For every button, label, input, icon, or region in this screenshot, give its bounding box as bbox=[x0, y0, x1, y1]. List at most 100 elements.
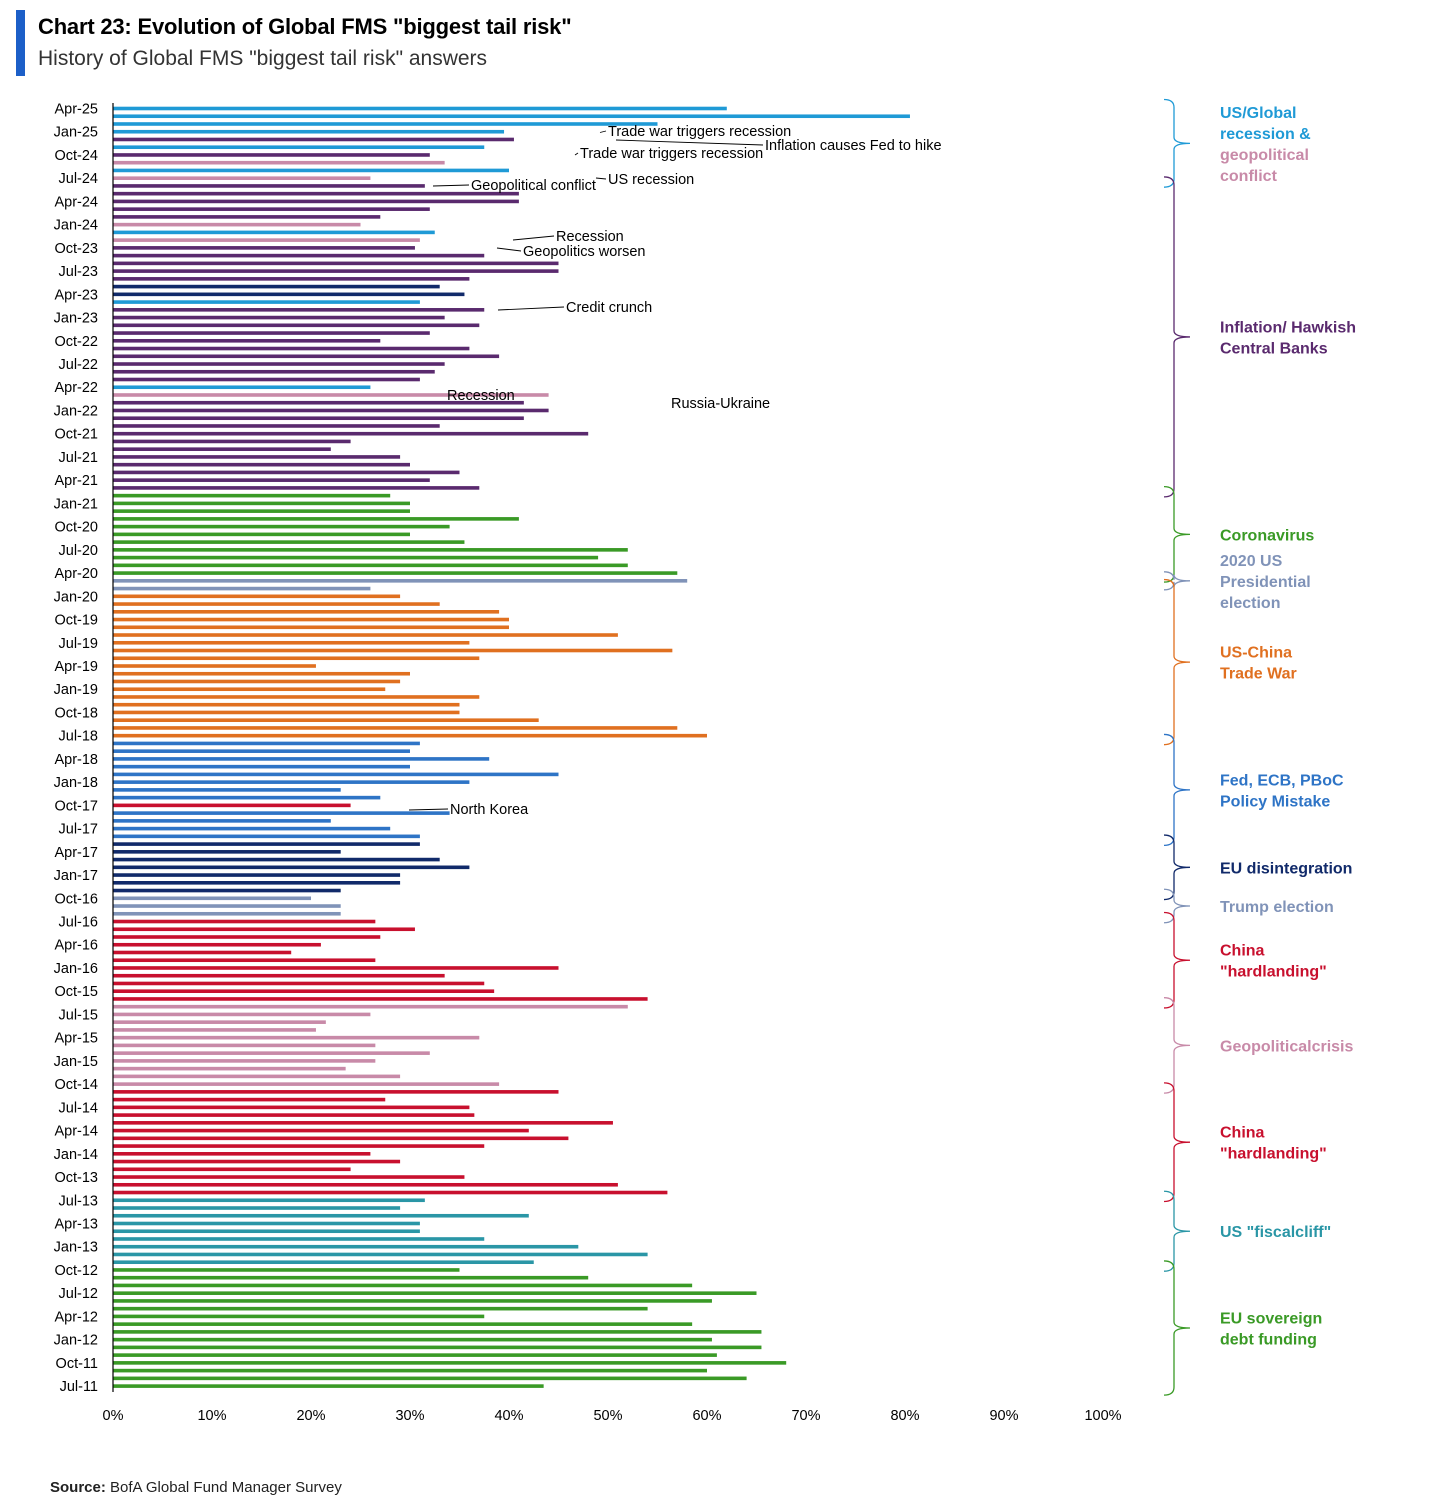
y-tick-label: Apr-14 bbox=[54, 1124, 98, 1140]
bar-jan-21 bbox=[113, 501, 410, 506]
bar-jan-16 bbox=[113, 966, 559, 970]
bar-jan-24 bbox=[113, 222, 361, 227]
bar-aug-23 bbox=[113, 261, 559, 266]
group-label: Central Banks bbox=[1220, 340, 1328, 357]
y-tick-label: Jul-21 bbox=[59, 450, 99, 466]
y-tick-label: Apr-12 bbox=[54, 1309, 98, 1325]
group-brace bbox=[1163, 997, 1191, 1094]
group-brace bbox=[1163, 176, 1191, 498]
y-tick-label: Oct-22 bbox=[54, 334, 98, 350]
y-tick-label: Oct-24 bbox=[54, 148, 98, 164]
bar-jul-17 bbox=[113, 826, 391, 831]
bar-mar-13 bbox=[113, 1229, 420, 1234]
bar-jan-20 bbox=[113, 594, 401, 599]
y-tick-label: Oct-21 bbox=[54, 427, 98, 443]
bar-sep-17 bbox=[113, 811, 450, 815]
group-brace bbox=[1163, 571, 1191, 591]
bar-jul-12 bbox=[113, 1291, 757, 1295]
group-brace bbox=[1163, 1082, 1191, 1203]
group-brace bbox=[1163, 911, 1191, 1009]
bar-apr-17 bbox=[113, 850, 341, 854]
y-tick-label: Jul-19 bbox=[59, 636, 99, 652]
group-label: Presidential bbox=[1220, 574, 1311, 591]
annotation-label: Geopolitical conflict bbox=[471, 178, 596, 194]
bar-nov-16 bbox=[113, 888, 341, 893]
bar-aug-18 bbox=[113, 726, 678, 730]
bar-aug-21 bbox=[113, 447, 331, 451]
bar-mar-12 bbox=[113, 1322, 693, 1326]
bar-oct-12 bbox=[113, 1268, 460, 1272]
group-label: Trump election bbox=[1220, 899, 1334, 916]
bar-dec-21 bbox=[113, 416, 524, 421]
bar-nov-18 bbox=[113, 702, 460, 707]
bar-jul-14 bbox=[113, 1105, 470, 1110]
bar-dec-14 bbox=[113, 1066, 346, 1071]
y-tick-label: Jan-17 bbox=[54, 868, 98, 884]
chart-title: Chart 23: Evolution of Global FMS "bigge… bbox=[38, 14, 572, 39]
bar-jul-23 bbox=[113, 269, 559, 273]
group-label: Inflation/ Hawkish bbox=[1220, 319, 1356, 336]
bar-apr-20 bbox=[113, 571, 678, 575]
y-tick-label: Oct-20 bbox=[54, 520, 98, 536]
bar-aug-17 bbox=[113, 819, 331, 823]
bar-aug-11 bbox=[113, 1376, 747, 1381]
bar-dec-12 bbox=[113, 1252, 648, 1257]
y-tick-label: Jan-13 bbox=[54, 1240, 98, 1256]
bar-may-23 bbox=[113, 284, 440, 289]
y-tick-label: Jan-25 bbox=[54, 125, 98, 141]
annotation-leader-line bbox=[496, 247, 522, 252]
bar-dec-13 bbox=[113, 1159, 401, 1164]
bar-feb-13 bbox=[113, 1237, 485, 1241]
group-label: conflict bbox=[1220, 168, 1278, 185]
x-tick-label: 80% bbox=[890, 1408, 919, 1424]
bar-jul-21 bbox=[113, 455, 401, 459]
y-tick-label: Oct-14 bbox=[54, 1077, 98, 1093]
bar-jan-12 bbox=[113, 1337, 712, 1342]
group-brace bbox=[1163, 98, 1191, 188]
group-label: recession & bbox=[1220, 126, 1311, 143]
bar-aug-14 bbox=[113, 1097, 386, 1102]
y-tick-label: Jan-15 bbox=[54, 1054, 98, 1070]
bar-jan-25 bbox=[113, 129, 505, 134]
bar-may-15 bbox=[113, 1028, 316, 1032]
y-tick-label: Jan-12 bbox=[54, 1333, 98, 1349]
y-tick-label: Jul-24 bbox=[59, 171, 99, 187]
bar-sep-22 bbox=[113, 346, 470, 351]
source-text: BofA Global Fund Manager Survey bbox=[110, 1479, 342, 1496]
bar-sep-16 bbox=[113, 904, 341, 908]
bar-aug-13 bbox=[113, 1190, 668, 1195]
y-tick-label: Apr-22 bbox=[54, 380, 98, 396]
source-label: Source: bbox=[50, 1479, 106, 1496]
group-label: China bbox=[1220, 943, 1265, 960]
bar-sep-15 bbox=[113, 997, 648, 1001]
group-label: election bbox=[1220, 595, 1280, 612]
x-tick-label: 10% bbox=[197, 1408, 226, 1424]
bar-dec-19 bbox=[113, 602, 440, 606]
bar-jul-18 bbox=[113, 733, 707, 738]
group-label: debt funding bbox=[1220, 1332, 1317, 1349]
y-tick-label: Jan-23 bbox=[54, 311, 98, 327]
y-tick-label: Apr-23 bbox=[54, 287, 98, 303]
y-tick-label: Apr-21 bbox=[54, 473, 98, 489]
y-tick-label: Jan-21 bbox=[54, 496, 98, 512]
bar-mar-19 bbox=[113, 671, 410, 676]
group-label: EU disintegration bbox=[1220, 860, 1352, 877]
bar-apr-18 bbox=[113, 757, 490, 761]
bar-aug-15 bbox=[113, 1004, 628, 1009]
x-tick-label: 90% bbox=[989, 1408, 1018, 1424]
bar-feb-25 bbox=[113, 122, 658, 126]
bar-dec-11 bbox=[113, 1345, 762, 1350]
y-tick-label: Jan-18 bbox=[54, 775, 98, 791]
y-tick-label: Apr-16 bbox=[54, 938, 98, 954]
bar-jan-23 bbox=[113, 315, 445, 320]
bar-may-18 bbox=[113, 749, 410, 753]
bar-apr-24 bbox=[113, 199, 519, 204]
y-tick-label: Oct-16 bbox=[54, 891, 98, 907]
group-label: US/Global bbox=[1220, 105, 1296, 122]
bar-feb-14 bbox=[113, 1144, 485, 1148]
y-tick-label: Jul-14 bbox=[59, 1100, 99, 1116]
bar-oct-13 bbox=[113, 1175, 465, 1179]
bar-may-14 bbox=[113, 1121, 613, 1125]
bar-oct-14 bbox=[113, 1082, 500, 1086]
